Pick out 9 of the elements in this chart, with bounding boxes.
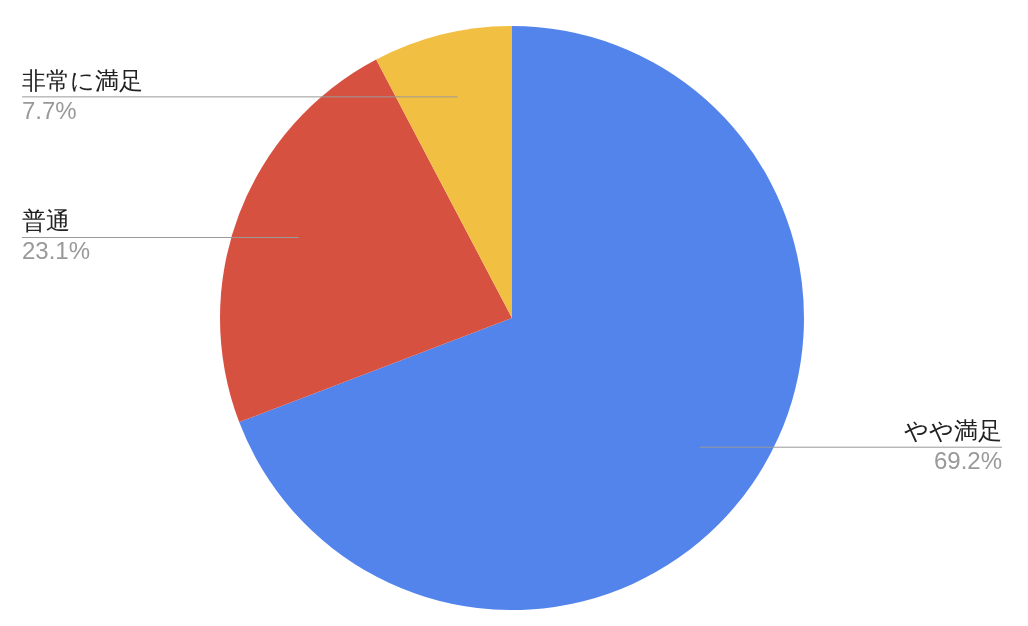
data-label: 7.7%	[22, 96, 77, 124]
data-label: 69.2%	[933, 447, 1002, 475]
slice-label: 普通	[22, 207, 70, 236]
data-label: 23.1%	[22, 237, 91, 265]
pie-slice	[239, 26, 804, 610]
slice-label: 非常に満足	[22, 66, 143, 95]
pie-slice	[376, 26, 512, 318]
slice-label: やや満足	[904, 417, 1002, 446]
pie-slice	[220, 59, 512, 423]
